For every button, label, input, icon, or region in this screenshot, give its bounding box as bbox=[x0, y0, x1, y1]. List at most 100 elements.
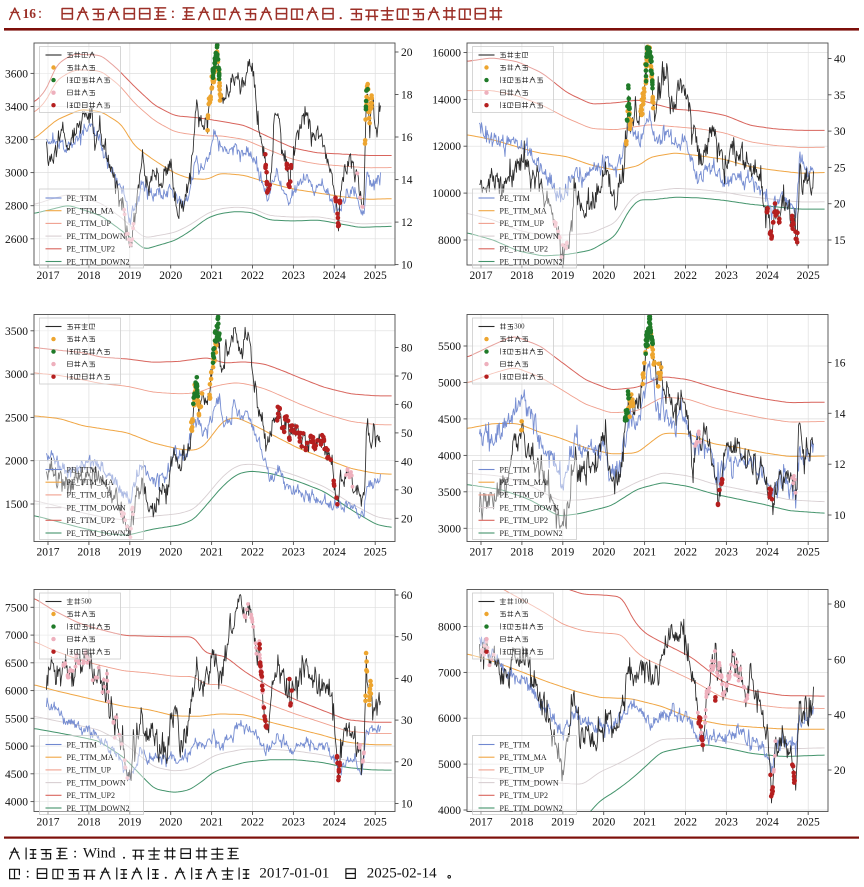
svg-text:2021: 2021 bbox=[633, 270, 656, 282]
svg-text:80: 80 bbox=[834, 599, 846, 611]
svg-text:2022: 2022 bbox=[241, 817, 264, 829]
svg-text:12000: 12000 bbox=[432, 141, 461, 153]
svg-text:PE_TTM_UP2: PE_TTM_UP2 bbox=[67, 516, 115, 525]
svg-text:2017: 2017 bbox=[470, 270, 493, 282]
svg-text:70: 70 bbox=[401, 371, 413, 383]
svg-text:2025-02-14: 2025-02-14 bbox=[367, 866, 437, 882]
svg-text:60: 60 bbox=[401, 590, 413, 602]
svg-text:PE_TTM_UP: PE_TTM_UP bbox=[500, 219, 545, 228]
svg-text:2024: 2024 bbox=[756, 547, 779, 559]
svg-text:50: 50 bbox=[401, 632, 413, 644]
svg-text:2022: 2022 bbox=[241, 547, 264, 559]
svg-text:4000: 4000 bbox=[438, 450, 461, 462]
svg-text:2020: 2020 bbox=[159, 547, 182, 559]
svg-text:7000: 7000 bbox=[438, 667, 461, 679]
svg-text:PE_TTM_DOWN2: PE_TTM_DOWN2 bbox=[500, 529, 563, 538]
svg-text:30: 30 bbox=[401, 715, 413, 727]
svg-text:2018: 2018 bbox=[510, 547, 533, 559]
svg-text:2019: 2019 bbox=[118, 270, 141, 282]
svg-text:2021: 2021 bbox=[200, 547, 223, 559]
svg-text:2021: 2021 bbox=[200, 270, 223, 282]
svg-text:PE_TTM_UP: PE_TTM_UP bbox=[67, 219, 112, 228]
svg-text:PE_TTM_MA: PE_TTM_MA bbox=[500, 753, 547, 762]
svg-text:16: 16 bbox=[834, 358, 846, 370]
svg-text:2017: 2017 bbox=[470, 547, 493, 559]
svg-text:20: 20 bbox=[401, 513, 413, 525]
svg-text:2022: 2022 bbox=[674, 817, 697, 829]
svg-text:PE_TTM_DOWN2: PE_TTM_DOWN2 bbox=[500, 804, 563, 813]
svg-text:30: 30 bbox=[401, 485, 413, 497]
svg-text:2023: 2023 bbox=[282, 270, 305, 282]
svg-text:2023: 2023 bbox=[715, 817, 738, 829]
svg-text:PE_TTM_MA: PE_TTM_MA bbox=[67, 207, 114, 216]
svg-text:PE_TTM_UP: PE_TTM_UP bbox=[500, 766, 545, 775]
svg-text:PE_TTM_DOWN: PE_TTM_DOWN bbox=[500, 232, 559, 241]
svg-text:2018: 2018 bbox=[510, 270, 533, 282]
svg-text:PE_TTM_DOWN: PE_TTM_DOWN bbox=[67, 778, 126, 787]
svg-text:2024: 2024 bbox=[323, 817, 346, 829]
svg-text:PE_TTM_DOWN2: PE_TTM_DOWN2 bbox=[500, 257, 563, 266]
svg-text:20: 20 bbox=[401, 757, 413, 769]
svg-text:15: 15 bbox=[834, 235, 846, 247]
svg-text:3000: 3000 bbox=[5, 369, 28, 381]
svg-text:7500: 7500 bbox=[5, 602, 28, 614]
svg-text:16: 16 bbox=[401, 132, 413, 144]
svg-text:PE_TTM: PE_TTM bbox=[500, 465, 530, 474]
svg-text:50: 50 bbox=[401, 428, 413, 440]
svg-text:30: 30 bbox=[834, 126, 846, 138]
svg-text:PE_TTM_MA: PE_TTM_MA bbox=[67, 753, 114, 762]
svg-text:18: 18 bbox=[401, 90, 413, 102]
svg-text:PE_TTM_MA: PE_TTM_MA bbox=[67, 478, 114, 487]
svg-text:PE_TTM_UP2: PE_TTM_UP2 bbox=[67, 245, 115, 254]
svg-text:2025: 2025 bbox=[364, 817, 387, 829]
svg-text:2023: 2023 bbox=[282, 817, 305, 829]
svg-text:3500: 3500 bbox=[438, 487, 461, 499]
svg-text:PE_TTM_DOWN: PE_TTM_DOWN bbox=[500, 778, 559, 787]
svg-text:2021: 2021 bbox=[200, 817, 223, 829]
svg-text:3000: 3000 bbox=[438, 523, 461, 535]
svg-text:2024: 2024 bbox=[756, 817, 779, 829]
svg-text:2022: 2022 bbox=[674, 547, 697, 559]
svg-text:PE_TTM: PE_TTM bbox=[67, 194, 97, 203]
svg-text:60: 60 bbox=[834, 654, 846, 666]
svg-text:25: 25 bbox=[834, 162, 846, 174]
svg-text:2023: 2023 bbox=[282, 547, 305, 559]
svg-text:Wind: Wind bbox=[83, 846, 116, 862]
svg-text:2023: 2023 bbox=[715, 270, 738, 282]
svg-text:2017: 2017 bbox=[37, 817, 60, 829]
svg-text:2000: 2000 bbox=[5, 456, 28, 468]
svg-text:6000: 6000 bbox=[5, 686, 28, 698]
svg-text:PE_TTM_UP: PE_TTM_UP bbox=[67, 491, 112, 500]
svg-text:40: 40 bbox=[401, 673, 413, 685]
svg-text:2017-01-01: 2017-01-01 bbox=[259, 866, 329, 882]
svg-text:3600: 3600 bbox=[5, 68, 28, 80]
svg-text:PE_TTM_MA: PE_TTM_MA bbox=[500, 478, 547, 487]
svg-text:2025: 2025 bbox=[797, 270, 820, 282]
svg-text:PE_TTM: PE_TTM bbox=[500, 194, 530, 203]
svg-text:2019: 2019 bbox=[551, 270, 574, 282]
svg-text:2018: 2018 bbox=[77, 817, 100, 829]
svg-text:2017: 2017 bbox=[470, 817, 493, 829]
svg-text:2020: 2020 bbox=[592, 270, 615, 282]
svg-text:5000: 5000 bbox=[438, 759, 461, 771]
svg-text:2021: 2021 bbox=[633, 547, 656, 559]
svg-text:PE_TTM_UP2: PE_TTM_UP2 bbox=[500, 791, 548, 800]
svg-text:2500: 2500 bbox=[5, 412, 28, 424]
svg-text:2018: 2018 bbox=[77, 547, 100, 559]
svg-text:4000: 4000 bbox=[438, 805, 461, 817]
svg-text:2025: 2025 bbox=[797, 547, 820, 559]
svg-text:14: 14 bbox=[834, 408, 846, 420]
svg-text:10: 10 bbox=[401, 799, 413, 811]
svg-text:2022: 2022 bbox=[674, 270, 697, 282]
svg-text:2800: 2800 bbox=[5, 201, 28, 213]
svg-text:3200: 3200 bbox=[5, 135, 28, 147]
svg-text:14: 14 bbox=[401, 175, 413, 187]
svg-text:6000: 6000 bbox=[438, 713, 461, 725]
svg-text:10: 10 bbox=[834, 510, 846, 522]
svg-text:80: 80 bbox=[401, 343, 413, 355]
svg-text:60: 60 bbox=[401, 399, 413, 411]
svg-text:12: 12 bbox=[834, 459, 846, 471]
svg-text:20: 20 bbox=[834, 199, 846, 211]
svg-text:2024: 2024 bbox=[323, 270, 346, 282]
svg-text:5000: 5000 bbox=[5, 741, 28, 753]
